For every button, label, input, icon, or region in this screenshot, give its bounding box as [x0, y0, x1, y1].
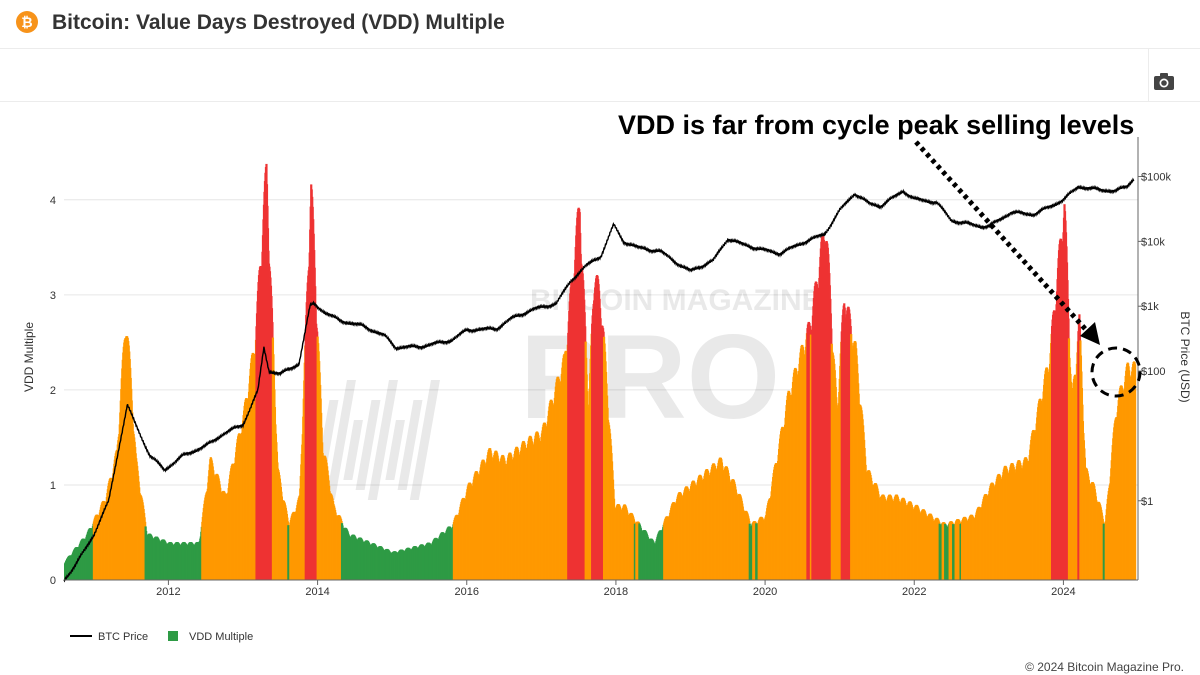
- annotation-text: VDD is far from cycle peak selling level…: [618, 110, 1134, 140]
- page-title: Bitcoin: Value Days Destroyed (VDD) Mult…: [52, 11, 505, 34]
- y-right-tick-label: $1k: [1141, 301, 1159, 313]
- x-tick-label: 2016: [455, 586, 479, 598]
- watermark-bar: [367, 380, 398, 500]
- y-right-tick-label: $100k: [1141, 172, 1171, 184]
- y-right-axis-title: BTC Price (USD): [1178, 311, 1192, 402]
- bitcoin-logo-icon: ₿: [16, 11, 38, 33]
- x-tick-label: 2018: [604, 586, 628, 598]
- x-tick-label: 2020: [753, 586, 777, 598]
- watermark-bar: [343, 420, 363, 480]
- y-right-tick-label: $1: [1141, 496, 1153, 508]
- vdd-bar: [1134, 364, 1137, 580]
- y-left-tick-label: 2: [50, 385, 56, 397]
- y-left-tick-label: 3: [50, 290, 56, 302]
- legend-vdd-label: VDD Multiple: [189, 631, 253, 643]
- y-left-axis-title: VDD Multiple: [22, 322, 36, 392]
- chart-toolbar: [0, 49, 1200, 102]
- legend-price-label: BTC Price: [98, 631, 148, 643]
- x-tick-label: 2012: [156, 586, 180, 598]
- header-bar: ₿ Bitcoin: Value Days Destroyed (VDD) Mu…: [0, 0, 1200, 49]
- vdd-bars: [64, 163, 1137, 581]
- watermark-bar: [397, 400, 423, 490]
- vdd-chart: 0 1 2 3 4 $1 $100 $1k $10k $100k 2012 2014 2016 2018 2…: [22, 110, 1192, 643]
- watermark-bar: [385, 420, 405, 480]
- annotation-circle: [1090, 346, 1142, 398]
- y-right-tick-label: $10k: [1141, 236, 1165, 248]
- legend-vdd-swatch: [168, 631, 178, 641]
- annotation-arrowhead: [1080, 322, 1100, 345]
- x-tick-label: 2014: [305, 586, 329, 598]
- copyright-text: © 2024 Bitcoin Magazine Pro.: [1025, 660, 1184, 674]
- y-right-tick-label: $100: [1141, 366, 1165, 378]
- watermark-bar: [325, 380, 356, 500]
- toolbar-divider: [1148, 49, 1149, 101]
- watermark-bar: [409, 380, 440, 500]
- camera-icon[interactable]: [1152, 71, 1176, 93]
- x-tick-label: 2022: [902, 586, 926, 598]
- y-left-tick-label: 4: [50, 195, 56, 207]
- watermark-bar: [355, 400, 381, 490]
- btc-price-line: [63, 177, 1135, 583]
- x-tick-label: 2024: [1051, 586, 1075, 598]
- y-left-tick-label: 0: [50, 575, 56, 587]
- annotation-arrow: [914, 140, 1090, 334]
- y-left-tick-label: 1: [50, 480, 56, 492]
